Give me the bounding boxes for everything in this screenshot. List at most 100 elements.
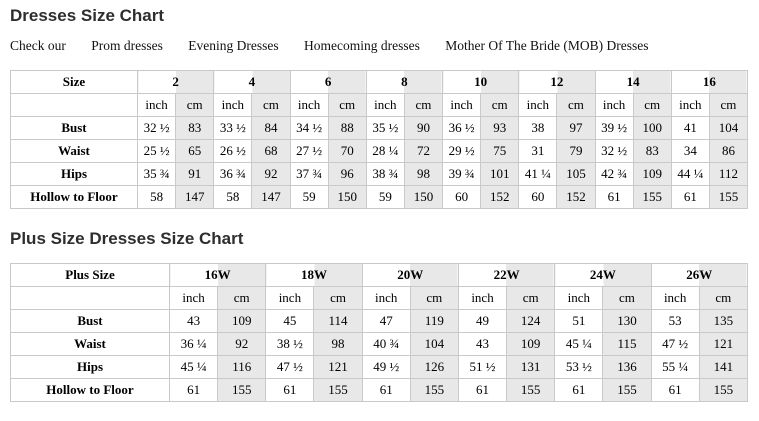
link-prom-dresses[interactable]: Prom dresses	[91, 38, 163, 53]
cm-value-cell: 155	[313, 378, 363, 402]
inch-value-cell: 61	[650, 378, 700, 402]
cm-value-cell: 119	[409, 309, 459, 333]
unit-cm-header: cm	[506, 286, 556, 310]
inch-value-cell: 35 ¾	[136, 162, 177, 186]
cm-value-cell: 72	[403, 139, 444, 163]
link-evening-dresses[interactable]: Evening Dresses	[188, 38, 279, 53]
inch-value-cell: 43	[457, 332, 508, 356]
cm-value-cell: 112	[708, 162, 749, 186]
unit-cm-header: cm	[556, 93, 596, 117]
unit-cm-header: cm	[409, 286, 459, 310]
inch-value-cell: 33 ½	[213, 116, 253, 140]
cm-value-cell: 130	[602, 309, 652, 333]
cm-value-cell: 150	[327, 185, 367, 209]
unit-inch-header: inch	[136, 93, 177, 117]
cm-value-cell: 83	[175, 116, 215, 140]
inch-value-cell: 53 ½	[554, 355, 604, 379]
unit-cm-header: cm	[175, 93, 215, 117]
inch-value-cell: 53	[650, 309, 700, 333]
unit-inch-header: inch	[265, 286, 315, 310]
inch-value-cell: 26 ½	[213, 139, 253, 163]
inch-value-cell: 45 ¼	[168, 355, 219, 379]
inch-value-cell: 61	[168, 378, 219, 402]
measurement-row: Bust 32 ½ 83 33 ½ 84 34 ½ 88 35 ½ 90 36 ½ 93 38 97 39…	[10, 116, 749, 140]
measurement-row-label: Hips	[10, 162, 138, 186]
link-mob-dresses[interactable]: Mother Of The Bride (MOB) Dresses	[445, 38, 649, 53]
inch-value-cell: 27 ½	[289, 139, 329, 163]
inch-value-cell: 49 ½	[361, 355, 411, 379]
measurement-row-label: Waist	[10, 139, 138, 163]
inch-value-cell: 34 ½	[289, 116, 329, 140]
cm-value-cell: 70	[327, 139, 367, 163]
cm-value-cell: 65	[175, 139, 215, 163]
inch-value-cell: 28 ¼	[365, 139, 405, 163]
measurement-row-label: Bust	[10, 309, 170, 333]
cm-value-cell: 68	[251, 139, 291, 163]
measurement-row: Hollow to Floor 61 155 61 155 61 155 61 155 61 155…	[10, 378, 749, 402]
inch-value-cell: 51	[554, 309, 604, 333]
inch-value-cell: 38 ¾	[365, 162, 405, 186]
cm-value-cell: 155	[506, 378, 556, 402]
cm-value-cell: 105	[556, 162, 596, 186]
size-column-header: 20W	[361, 263, 459, 287]
links-intro-text: Check our	[10, 38, 66, 53]
cm-value-cell: 75	[480, 139, 520, 163]
related-links-row: Check our Prom dresses Evening Dresses H…	[10, 38, 749, 54]
link-homecoming-dresses[interactable]: Homecoming dresses	[303, 38, 420, 53]
cm-value-cell: 84	[251, 116, 291, 140]
inch-value-cell: 61	[265, 378, 315, 402]
inch-value-cell: 37 ¾	[289, 162, 329, 186]
cm-value-cell: 109	[217, 309, 267, 333]
cm-value-cell: 135	[698, 309, 749, 333]
inch-value-cell: 41	[670, 116, 710, 140]
cm-value-cell: 155	[409, 378, 459, 402]
unit-inch-header: inch	[650, 286, 700, 310]
unit-header-row: inch cm inch cm inch cm inch cm inch cm inch cm	[10, 286, 749, 310]
cm-value-cell: 121	[313, 355, 363, 379]
unit-inch-header: inch	[289, 93, 329, 117]
inch-value-cell: 60	[518, 185, 558, 209]
measurement-row: Hips 45 ¼ 116 47 ½ 121 49 ½ 126 51 ½ 131 53 ½ 136 5…	[10, 355, 749, 379]
cm-value-cell: 92	[251, 162, 291, 186]
size-header-row: Size 2 4 6 8 10 12 14 16	[10, 70, 749, 94]
inch-value-cell: 61	[457, 378, 508, 402]
inch-value-cell: 59	[289, 185, 329, 209]
cm-value-cell: 147	[175, 185, 215, 209]
cm-value-cell: 101	[480, 162, 520, 186]
inch-value-cell: 61	[554, 378, 604, 402]
inch-value-cell: 32 ½	[136, 116, 177, 140]
cm-value-cell: 155	[602, 378, 652, 402]
plus-size-title: Plus Size Dresses Size Chart	[10, 229, 244, 248]
unit-inch-header: inch	[457, 286, 508, 310]
cm-value-cell: 92	[217, 332, 267, 356]
measurement-row: Waist 36 ¼ 92 38 ½ 98 40 ¾ 104 43 109 45 ¼ 115 47 ½…	[10, 332, 749, 356]
inch-value-cell: 36 ½	[441, 116, 482, 140]
inch-value-cell: 58	[213, 185, 253, 209]
measurement-row-label: Waist	[10, 332, 170, 356]
size-column-header: 16W	[168, 263, 267, 287]
cm-value-cell: 136	[602, 355, 652, 379]
inch-value-cell: 45 ¼	[554, 332, 604, 356]
cm-value-cell: 115	[602, 332, 652, 356]
inch-value-cell: 40 ¾	[361, 332, 411, 356]
size-column-header: 10	[441, 70, 520, 94]
measurement-row-label: Hips	[10, 355, 170, 379]
size-column-header: 2	[136, 70, 215, 94]
cm-value-cell: 155	[708, 185, 749, 209]
unit-cm-header: cm	[632, 93, 672, 117]
inch-value-cell: 58	[136, 185, 177, 209]
inch-value-cell: 31	[518, 139, 558, 163]
cm-value-cell: 126	[409, 355, 459, 379]
cm-value-cell: 93	[480, 116, 520, 140]
inch-value-cell: 47 ½	[265, 355, 315, 379]
cm-value-cell: 100	[632, 116, 672, 140]
inch-value-cell: 44 ¼	[670, 162, 710, 186]
unit-inch-header: inch	[441, 93, 482, 117]
inch-value-cell: 59	[365, 185, 405, 209]
inch-value-cell: 61	[361, 378, 411, 402]
cm-value-cell: 79	[556, 139, 596, 163]
unit-inch-header: inch	[670, 93, 710, 117]
cm-value-cell: 98	[313, 332, 363, 356]
unit-inch-header: inch	[554, 286, 604, 310]
